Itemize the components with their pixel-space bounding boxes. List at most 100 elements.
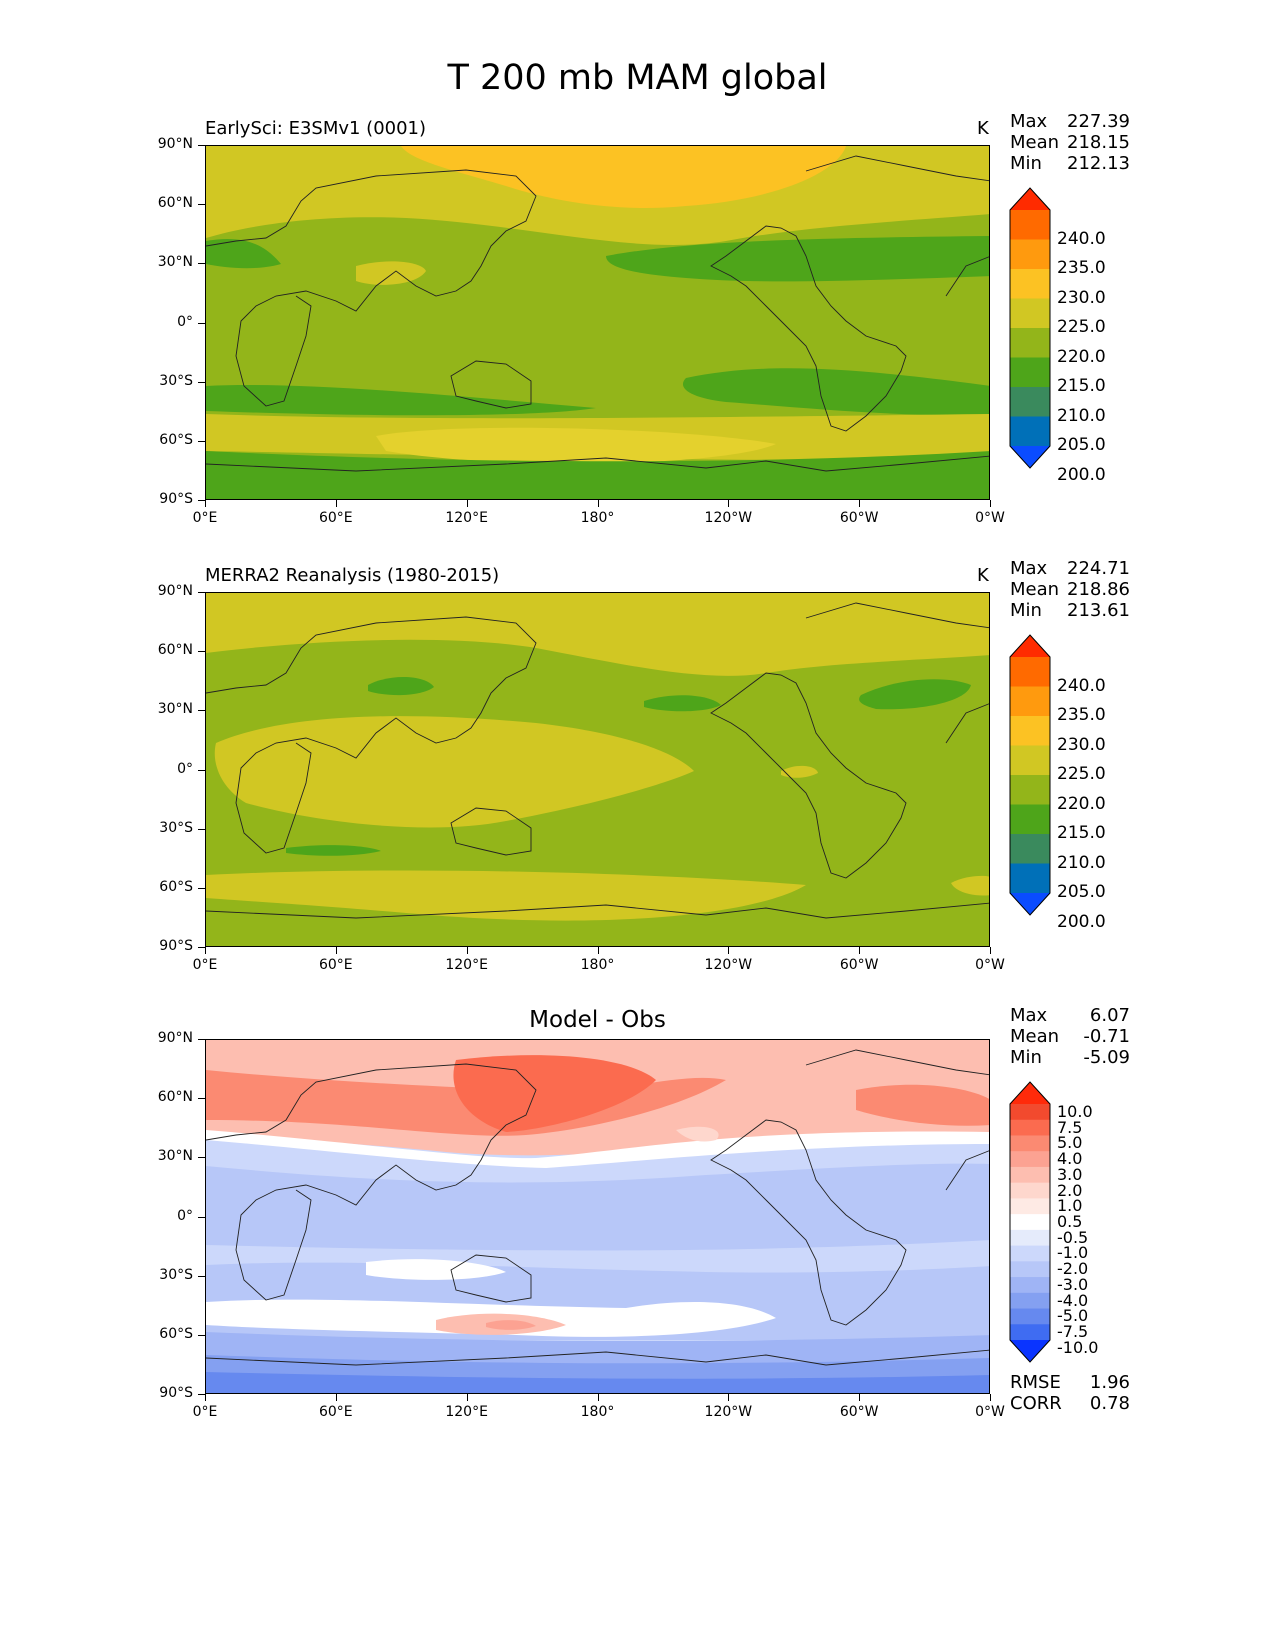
panel-title: Model - Obs (529, 1007, 666, 1033)
colorbar-tick-label: -0.5 (1057, 1227, 1089, 1247)
x-tick-label: 0°E (192, 957, 218, 973)
y-tick-label: 30°N (157, 254, 193, 271)
colorbar-tick-label: 0.5 (1057, 1212, 1083, 1231)
stat-value: 0.78 (1089, 1393, 1130, 1414)
stat-value: 224.71 (1067, 558, 1130, 579)
x-tick-label: 60°W (839, 510, 879, 526)
colorbar-band (1010, 1229, 1050, 1247)
colorbar (1009, 187, 1051, 469)
colorbar-band (1010, 1151, 1050, 1168)
colorbar-band (1010, 804, 1050, 835)
colorbar-band (1010, 1166, 1050, 1184)
stat-label: Max (1010, 111, 1048, 132)
x-tick (335, 1394, 337, 1401)
contour-region (356, 261, 426, 285)
colorbar-band (1010, 387, 1050, 417)
stat-value: -5.09 (1083, 1047, 1130, 1068)
y-tick (198, 381, 205, 383)
x-tick (466, 947, 468, 954)
stat-value: 6.07 (1089, 1005, 1130, 1026)
colorbar-outline (1009, 187, 1051, 469)
coastline (450, 1254, 532, 1303)
x-tick (466, 1394, 468, 1401)
colorbar-band (1010, 745, 1050, 776)
colorbar-tick-label: 210.0 (1057, 405, 1106, 426)
map-area (205, 1039, 990, 1394)
contour-region (206, 1372, 989, 1393)
y-tick-label: 60°N (157, 195, 193, 212)
x-tick-label: 60°E (318, 1404, 353, 1420)
x-tick (728, 1394, 730, 1401)
colorbar-band (1010, 298, 1050, 329)
colorbar-band (1010, 210, 1050, 240)
map-area (205, 592, 990, 947)
colorbar-tick-label: 235.0 (1057, 258, 1106, 278)
colorbar-tick-label: 225.0 (1057, 764, 1106, 784)
x-tick-label: 180° (580, 957, 615, 973)
unit-label: K (977, 565, 989, 586)
x-tick-label: 0°W (975, 510, 1005, 526)
panel-title: EarlySci: E3SMv1 (0001) (205, 118, 427, 139)
colorbar (1009, 634, 1051, 916)
colorbar-band (1010, 834, 1050, 864)
coastlines (206, 602, 989, 919)
stat-value: 227.39 (1067, 111, 1130, 132)
x-tick (205, 1394, 206, 1401)
stat-label: Max (1010, 1005, 1048, 1026)
y-tick (198, 440, 205, 442)
coastline (450, 807, 532, 856)
y-tick (198, 1098, 205, 1100)
colorbar-tick-label: -1.0 (1057, 1243, 1089, 1263)
contour-region (781, 765, 818, 778)
colorbar-tick-label: 200.0 (1057, 464, 1106, 485)
y-tick-label: 60°N (157, 1089, 193, 1106)
colorbar-tick-label: 5.0 (1057, 1133, 1083, 1153)
x-tick (597, 500, 599, 507)
y-tick-label: 60°N (157, 642, 193, 659)
coastlines (206, 155, 989, 472)
x-tick (335, 500, 337, 507)
colorbar-outline (1009, 1081, 1051, 1363)
y-tick (198, 828, 205, 830)
colorbar-tick-label: -3.0 (1057, 1274, 1089, 1294)
x-tick-label: 180° (580, 1404, 615, 1420)
coastline (450, 360, 532, 409)
colorbar-tick-label: 240.0 (1057, 675, 1106, 696)
colorbar-band (1010, 239, 1050, 270)
colorbar-extend-min (1010, 1340, 1050, 1362)
contour-field (206, 146, 989, 499)
colorbar-band (1010, 1277, 1050, 1294)
colorbar-extend-max (1010, 188, 1050, 210)
colorbar-tick-label: 200.0 (1057, 911, 1106, 932)
contour-region (206, 593, 989, 676)
colorbar-outline (1009, 634, 1051, 916)
y-tick-label: 30°S (159, 819, 193, 836)
stat-label: Min (1010, 600, 1042, 621)
x-tick (728, 500, 730, 507)
stat-value: 1.96 (1089, 1372, 1130, 1393)
contour-region (286, 845, 381, 856)
colorbar-band (1010, 1308, 1050, 1325)
coastline (206, 169, 537, 407)
colorbar-tick-label: 230.0 (1057, 734, 1106, 755)
y-tick-label: 30°S (159, 1266, 193, 1283)
colorbar-tick-label: 215.0 (1057, 376, 1106, 396)
coastline (206, 1063, 537, 1301)
colorbar-extend-min (1010, 446, 1050, 468)
map-area (205, 145, 990, 500)
colorbar-band (1010, 716, 1050, 746)
colorbar-band (1010, 657, 1050, 687)
contour-region (214, 716, 694, 828)
colorbar-band (1010, 416, 1050, 447)
contour-region (606, 236, 989, 282)
x-tick-label: 60°E (318, 510, 353, 526)
x-tick-label: 120°W (704, 957, 753, 973)
x-tick-label: 0°E (192, 1404, 218, 1420)
colorbar-tick-label: -2.0 (1057, 1259, 1089, 1279)
colorbar-tick-label: 1.0 (1057, 1196, 1083, 1216)
y-tick (198, 1334, 205, 1336)
y-tick-label: 90°N (157, 136, 193, 152)
contour-region (951, 875, 989, 896)
colorbar-band (1010, 1292, 1050, 1310)
y-tick-label: 90°N (157, 583, 193, 599)
